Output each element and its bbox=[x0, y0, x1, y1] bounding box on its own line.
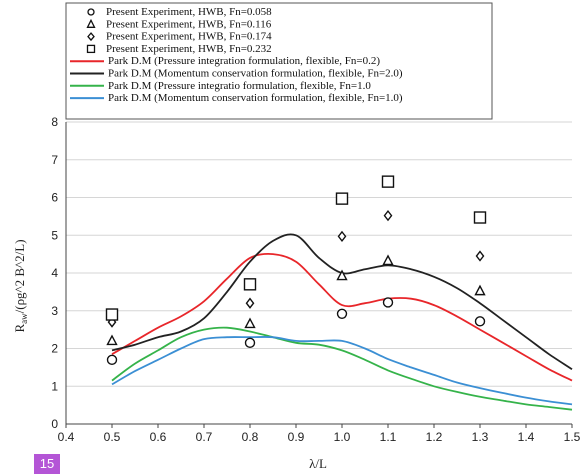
scatter-series-group bbox=[105, 175, 487, 366]
y-axis-label-rest: /(ρg^2 B^2/L) bbox=[12, 239, 27, 313]
legend-label: Park D.M (Momentum conservation formulat… bbox=[108, 68, 403, 80]
x-tick-label: 1.4 bbox=[518, 430, 535, 444]
diamond-data-point bbox=[337, 230, 347, 243]
y-axis-label: Raw/(ρg^2 B^2/L) bbox=[12, 239, 29, 332]
line-series-group bbox=[111, 233, 573, 411]
legend-label: Park D.M (Momentum conservation formulat… bbox=[108, 92, 403, 104]
square-data-point bbox=[381, 175, 395, 188]
legend-label: Present Experiment, HWB, Fn=0.174 bbox=[106, 31, 272, 43]
x-tick-label: 0.6 bbox=[150, 430, 167, 444]
legend-label: Present Experiment, HWB, Fn=0.116 bbox=[106, 18, 272, 30]
legend-label: Present Experiment, HWB, Fn=0.232 bbox=[106, 43, 272, 55]
x-axis-label: λ/L bbox=[309, 456, 327, 471]
y-tick-label: 8 bbox=[51, 115, 58, 129]
line-series-1 bbox=[111, 252, 573, 382]
y-axis-label-subscript: aw bbox=[19, 313, 29, 324]
x-tick-label: 1.3 bbox=[472, 430, 489, 444]
circle-data-point bbox=[382, 297, 394, 308]
square-data-point bbox=[473, 211, 487, 224]
legend: Present Experiment, HWB, Fn=0.058Present… bbox=[70, 6, 403, 104]
circle-data-point bbox=[244, 337, 256, 349]
legend-square-marker bbox=[86, 44, 96, 54]
triangle-data-point bbox=[382, 254, 394, 266]
legend-label: Park D.M (Pressure integratio formulatio… bbox=[108, 80, 371, 92]
triangle-data-point bbox=[244, 317, 256, 329]
line-series-3 bbox=[111, 326, 573, 411]
square-data-point bbox=[335, 192, 349, 205]
x-tick-label: 0.4 bbox=[58, 430, 75, 444]
circle-data-point bbox=[106, 354, 118, 366]
y-tick-label: 4 bbox=[51, 266, 58, 280]
y-tick-label: 7 bbox=[51, 153, 58, 167]
diamond-data-point bbox=[245, 297, 255, 309]
x-tick-label: 1.5 bbox=[564, 430, 580, 444]
square-data-point bbox=[105, 308, 119, 321]
line-series-4 bbox=[111, 335, 573, 406]
diamond-data-point bbox=[383, 209, 393, 222]
x-tick-label: 0.5 bbox=[104, 430, 121, 444]
x-tick-label: 1.0 bbox=[334, 430, 351, 444]
y-axis-label-main: R bbox=[12, 324, 27, 333]
circle-data-point bbox=[474, 316, 486, 327]
x-tick-label: 0.7 bbox=[196, 430, 213, 444]
legend-label: Present Experiment, HWB, Fn=0.058 bbox=[106, 6, 272, 18]
circle-data-point bbox=[336, 308, 348, 319]
tick-labels: 0 1 2 3 4 5 6 7 8 0.4 0.5 0.6 0.7 0.8 0.9 1.0 1.1 1.2 1.3 1… bbox=[51, 115, 580, 444]
y-tick-label: 5 bbox=[51, 228, 58, 242]
triangle-data-point bbox=[336, 269, 348, 281]
triangle-data-point bbox=[106, 334, 118, 346]
legend-label: Park D.M (Pressure integration formulati… bbox=[108, 55, 380, 67]
legend-diamond-marker bbox=[87, 32, 95, 42]
grid-lines bbox=[66, 121, 572, 387]
legend-circle-marker bbox=[87, 8, 95, 16]
y-tick-label: 1 bbox=[51, 379, 58, 393]
legend-triangle-marker bbox=[86, 18, 96, 28]
x-tick-label: 1.1 bbox=[380, 430, 397, 444]
legend-box bbox=[65, 2, 493, 120]
y-tick-label: 6 bbox=[51, 191, 58, 205]
page-number-badge: 15 bbox=[34, 454, 60, 474]
diamond-data-point bbox=[475, 250, 485, 262]
y-tick-label: 3 bbox=[51, 304, 58, 318]
x-tick-label: 1.2 bbox=[426, 430, 443, 444]
x-tick-label: 0.9 bbox=[288, 430, 305, 444]
y-tick-label: 0 bbox=[51, 417, 58, 431]
y-tick-label: 2 bbox=[51, 342, 58, 356]
square-data-point bbox=[243, 278, 257, 291]
triangle-data-point bbox=[474, 284, 486, 296]
axes bbox=[65, 122, 573, 428]
x-tick-label: 0.8 bbox=[242, 430, 259, 444]
